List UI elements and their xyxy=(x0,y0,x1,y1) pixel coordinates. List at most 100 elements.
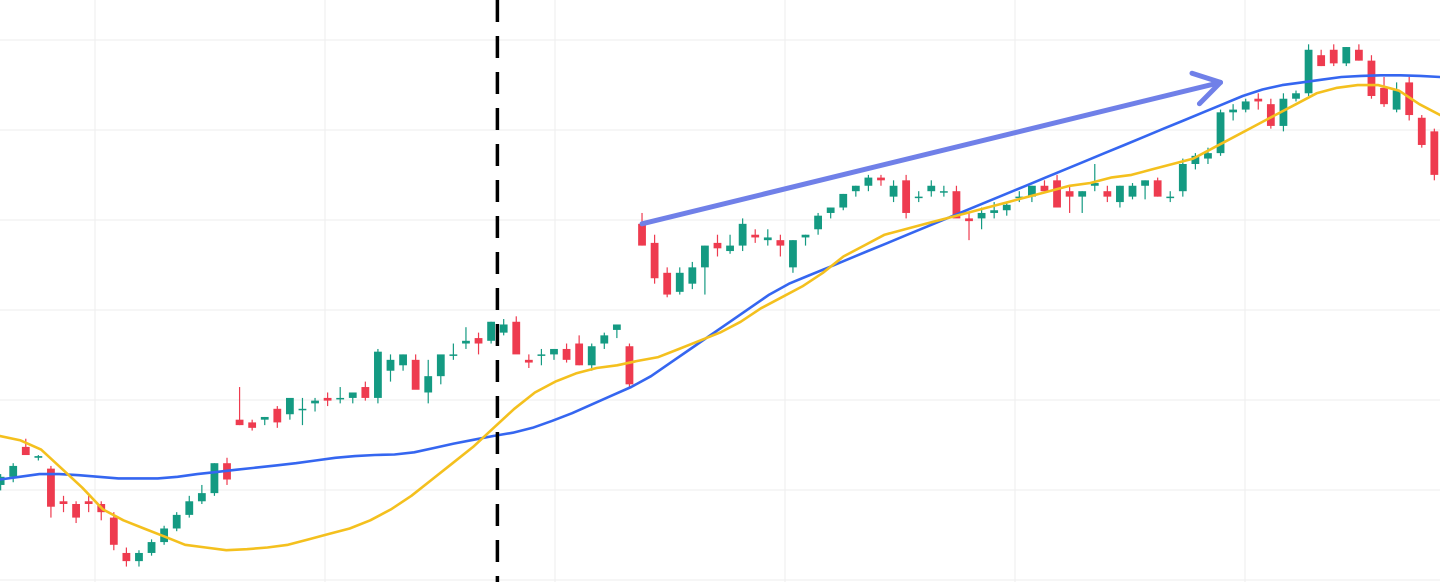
candle-body xyxy=(751,234,760,238)
candle-body xyxy=(839,193,848,208)
candle-body xyxy=(1178,164,1187,192)
candle-body xyxy=(1078,191,1087,197)
candle-body xyxy=(210,463,219,494)
candle-body xyxy=(814,215,822,230)
uptrend-arrow-shaft xyxy=(639,79,1224,227)
candles xyxy=(0,44,1439,567)
candle-body xyxy=(399,354,407,366)
candle-body xyxy=(273,408,282,423)
candle-body xyxy=(411,359,420,390)
candle-body xyxy=(1015,196,1024,199)
candle-body xyxy=(638,223,646,246)
candle-body xyxy=(864,177,873,186)
candle-body xyxy=(701,245,709,268)
candle-body xyxy=(562,348,571,360)
candle-body xyxy=(587,346,596,366)
candle-body xyxy=(336,397,345,400)
candle-body xyxy=(147,542,156,553)
candle-body xyxy=(600,335,609,344)
candle-body xyxy=(0,476,5,485)
candle-body xyxy=(1329,49,1338,64)
candle-body xyxy=(939,191,948,193)
uptrend-arrow-head xyxy=(1189,70,1224,107)
candle-body xyxy=(9,465,18,477)
candle-body xyxy=(889,185,898,197)
candle-body xyxy=(135,552,143,562)
candle-body xyxy=(1027,185,1036,197)
candle-body xyxy=(348,392,357,398)
candle-body xyxy=(1354,49,1363,61)
candle-body xyxy=(1153,180,1162,197)
candle-body xyxy=(1141,180,1149,186)
candle-body xyxy=(1065,191,1074,197)
candle-body xyxy=(424,376,433,393)
candle-body xyxy=(675,272,684,292)
candle-body xyxy=(197,493,206,502)
candle-body xyxy=(512,321,521,355)
candle-body xyxy=(877,177,885,181)
candle-body xyxy=(499,324,508,333)
candle-body xyxy=(462,340,470,344)
candle-body xyxy=(927,185,936,192)
candle-body xyxy=(235,419,244,426)
candle-body xyxy=(1292,93,1300,99)
candle-body xyxy=(1417,117,1426,145)
candle-body xyxy=(1342,47,1351,64)
candle-body xyxy=(84,501,93,504)
candle-body xyxy=(1317,55,1326,67)
candle-body xyxy=(172,514,181,529)
candle-body xyxy=(21,446,30,456)
candle-body xyxy=(1367,60,1376,96)
candle-body xyxy=(386,359,395,371)
candle-body xyxy=(1040,185,1049,192)
candle-body xyxy=(625,346,634,385)
candle-body xyxy=(826,207,835,213)
candle-body xyxy=(122,552,131,562)
candle-body xyxy=(449,354,458,356)
candle-body xyxy=(977,212,986,219)
moving-averages xyxy=(0,74,1440,552)
candle-body xyxy=(914,196,923,199)
candle-body xyxy=(763,237,772,241)
candle-body xyxy=(248,422,257,428)
candle-body xyxy=(1103,191,1112,197)
candle-body xyxy=(1166,196,1175,199)
candle-body xyxy=(738,223,747,246)
candle-body xyxy=(776,240,785,246)
candle-body xyxy=(1380,87,1388,105)
candle-body xyxy=(952,191,961,219)
candle-body xyxy=(474,338,483,344)
candle-body xyxy=(537,354,546,356)
candle-body xyxy=(285,397,294,415)
candle-body xyxy=(524,359,533,363)
candle-body xyxy=(487,321,496,341)
candle-body xyxy=(260,416,269,420)
candle-body xyxy=(1128,185,1137,197)
candle-body xyxy=(1191,155,1200,164)
candle-body xyxy=(323,397,332,401)
candle-body xyxy=(1053,180,1061,208)
candle-body xyxy=(851,185,860,192)
candle-body xyxy=(1116,185,1124,203)
candle-body xyxy=(361,387,370,398)
candle-body xyxy=(550,348,558,355)
candle-body xyxy=(902,180,911,213)
candle-body xyxy=(47,468,55,507)
candle-body xyxy=(612,324,621,330)
candle-body xyxy=(1392,90,1401,110)
candle-body xyxy=(436,354,445,377)
candle-body xyxy=(965,218,973,222)
candle-body xyxy=(59,501,68,504)
candle-body xyxy=(1229,109,1238,113)
candle-body xyxy=(663,272,672,295)
candle-body xyxy=(1279,98,1288,126)
candle-body xyxy=(1304,49,1313,94)
candle-body xyxy=(109,517,118,545)
ma-slow-line xyxy=(0,74,1440,481)
candle-body xyxy=(726,245,734,252)
candle-body xyxy=(801,234,810,238)
candle-body xyxy=(789,240,797,268)
